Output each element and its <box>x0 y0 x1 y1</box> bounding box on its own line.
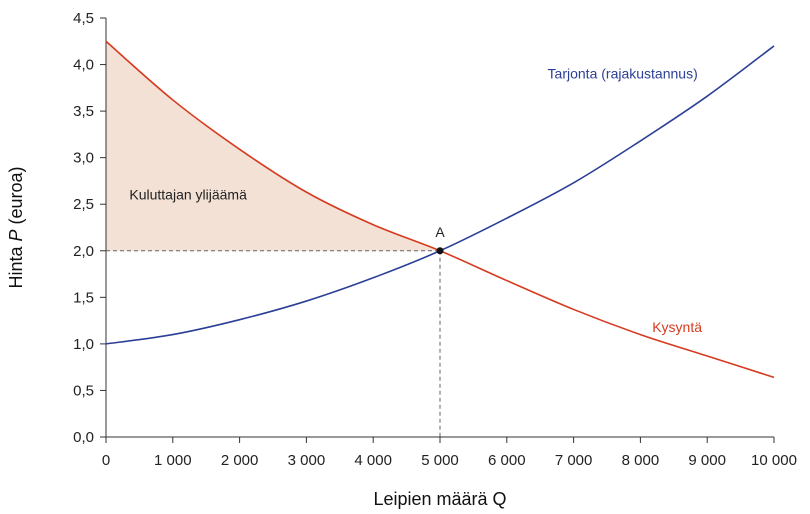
x-tick-label: 0 <box>102 452 110 469</box>
x-tick-label: 6 000 <box>488 452 526 469</box>
y-tick-label: 3,0 <box>73 150 94 167</box>
y-tick-label: 1,5 <box>73 289 94 306</box>
x-tick-label: 5 000 <box>421 452 459 469</box>
x-tick-label: 8 000 <box>622 452 660 469</box>
equilibrium-label: A <box>435 224 445 240</box>
consumer-surplus-label: Kuluttajan ylijäämä <box>129 187 247 203</box>
x-tick-label: 2 000 <box>221 452 259 469</box>
equilibrium-point <box>436 247 444 255</box>
y-tick-label: 3,5 <box>73 103 94 120</box>
y-tick-label: 2,0 <box>73 243 94 260</box>
consumer-surplus-area <box>106 41 440 251</box>
y-tick-label: 1,0 <box>73 336 94 353</box>
x-tick-label: 9 000 <box>688 452 726 469</box>
x-tick-label: 10 000 <box>751 452 797 469</box>
y-tick-label: 4,5 <box>73 10 94 27</box>
x-tick-label: 7 000 <box>555 452 593 469</box>
x-tick-label: 1 000 <box>154 452 192 469</box>
y-ticks: 0,0 0,5 1,0 1,5 2,0 2,5 3,0 3,5 4,0 4,5 <box>73 10 106 446</box>
x-axis-title: Leipien määrä Q <box>373 489 506 509</box>
supply-curve-label: Tarjonta (rajakustannus) <box>548 66 698 82</box>
y-axis-title-variable: P <box>6 229 26 241</box>
x-tick-label: 3 000 <box>288 452 326 469</box>
y-axis-title: Hinta P (euroa) <box>6 166 26 288</box>
y-tick-label: 2,5 <box>73 196 94 213</box>
demand-curve-label: Kysyntä <box>652 319 702 335</box>
y-axis-title-suffix: (euroa) <box>6 166 26 229</box>
y-axis-title-prefix: Hinta <box>6 242 26 289</box>
y-tick-label: 4,0 <box>73 57 94 74</box>
x-ticks: 0 1 000 2 000 3 000 4 000 5 000 6 000 7 000 8 00… <box>102 437 797 469</box>
y-tick-label: 0,0 <box>73 429 94 446</box>
y-tick-label: 0,5 <box>73 382 94 399</box>
x-tick-label: 4 000 <box>354 452 392 469</box>
